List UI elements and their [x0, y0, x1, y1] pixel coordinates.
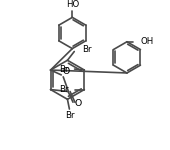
Text: Br: Br [59, 85, 69, 94]
Text: Br: Br [59, 64, 69, 74]
Text: HO: HO [66, 0, 79, 9]
Text: Br: Br [65, 111, 74, 120]
Text: Br: Br [82, 45, 92, 54]
Text: OH: OH [141, 37, 154, 46]
Text: O: O [74, 99, 81, 108]
Text: O: O [63, 68, 70, 76]
